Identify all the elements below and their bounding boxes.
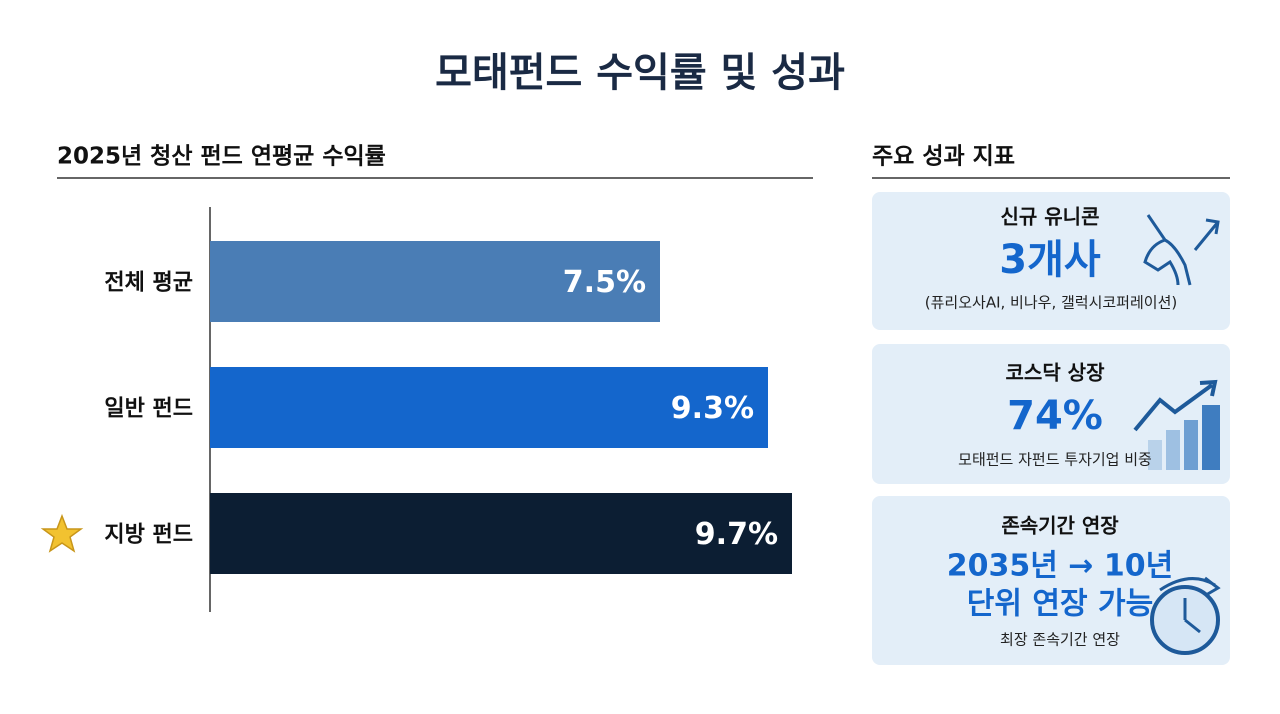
card-bg xyxy=(872,496,1230,665)
card-title: 신규 유니콘 xyxy=(1001,205,1100,229)
unicorn-icon xyxy=(1143,214,1220,286)
card-title: 존속기간 연장 xyxy=(1001,514,1119,538)
bar xyxy=(210,241,660,322)
card-value: 3개사 xyxy=(999,237,1101,283)
value-label: 9.3% xyxy=(671,391,754,426)
value-label: 9.7% xyxy=(695,517,778,552)
card-note: 모태펀드 자펀드 투자기업 비중 xyxy=(958,451,1152,469)
panel-title: 주요 성과 지표 xyxy=(872,144,1015,170)
card-value: 74% xyxy=(1007,393,1103,439)
card-note: 최장 존속기간 연장 xyxy=(1000,631,1120,649)
growth-icon xyxy=(1133,379,1220,470)
card-bg xyxy=(872,344,1230,484)
card-value: 단위 연장 가능 xyxy=(967,587,1154,622)
cards xyxy=(872,192,1230,665)
star-icon xyxy=(40,513,84,553)
bar xyxy=(210,367,768,448)
category-label: 지방 펀드 xyxy=(104,523,193,548)
category-label: 일반 펀드 xyxy=(104,397,193,422)
card-value: 2035년 → 10년 xyxy=(947,549,1173,584)
value-label: 7.5% xyxy=(563,265,646,300)
category-label: 전체 평균 xyxy=(104,271,193,296)
page-title: 모태펀드 수익률 및 성과 xyxy=(435,50,845,96)
card-note: (퓨리오사AI, 비나우, 갤럭시코퍼레이션) xyxy=(925,294,1177,312)
clock-icon xyxy=(1150,576,1221,655)
chart-title: 2025년 청산 펀드 연평균 수익률 xyxy=(57,144,386,170)
bar xyxy=(210,493,792,574)
card-bg xyxy=(872,192,1230,330)
card-title: 코스닥 상장 xyxy=(1006,361,1106,385)
